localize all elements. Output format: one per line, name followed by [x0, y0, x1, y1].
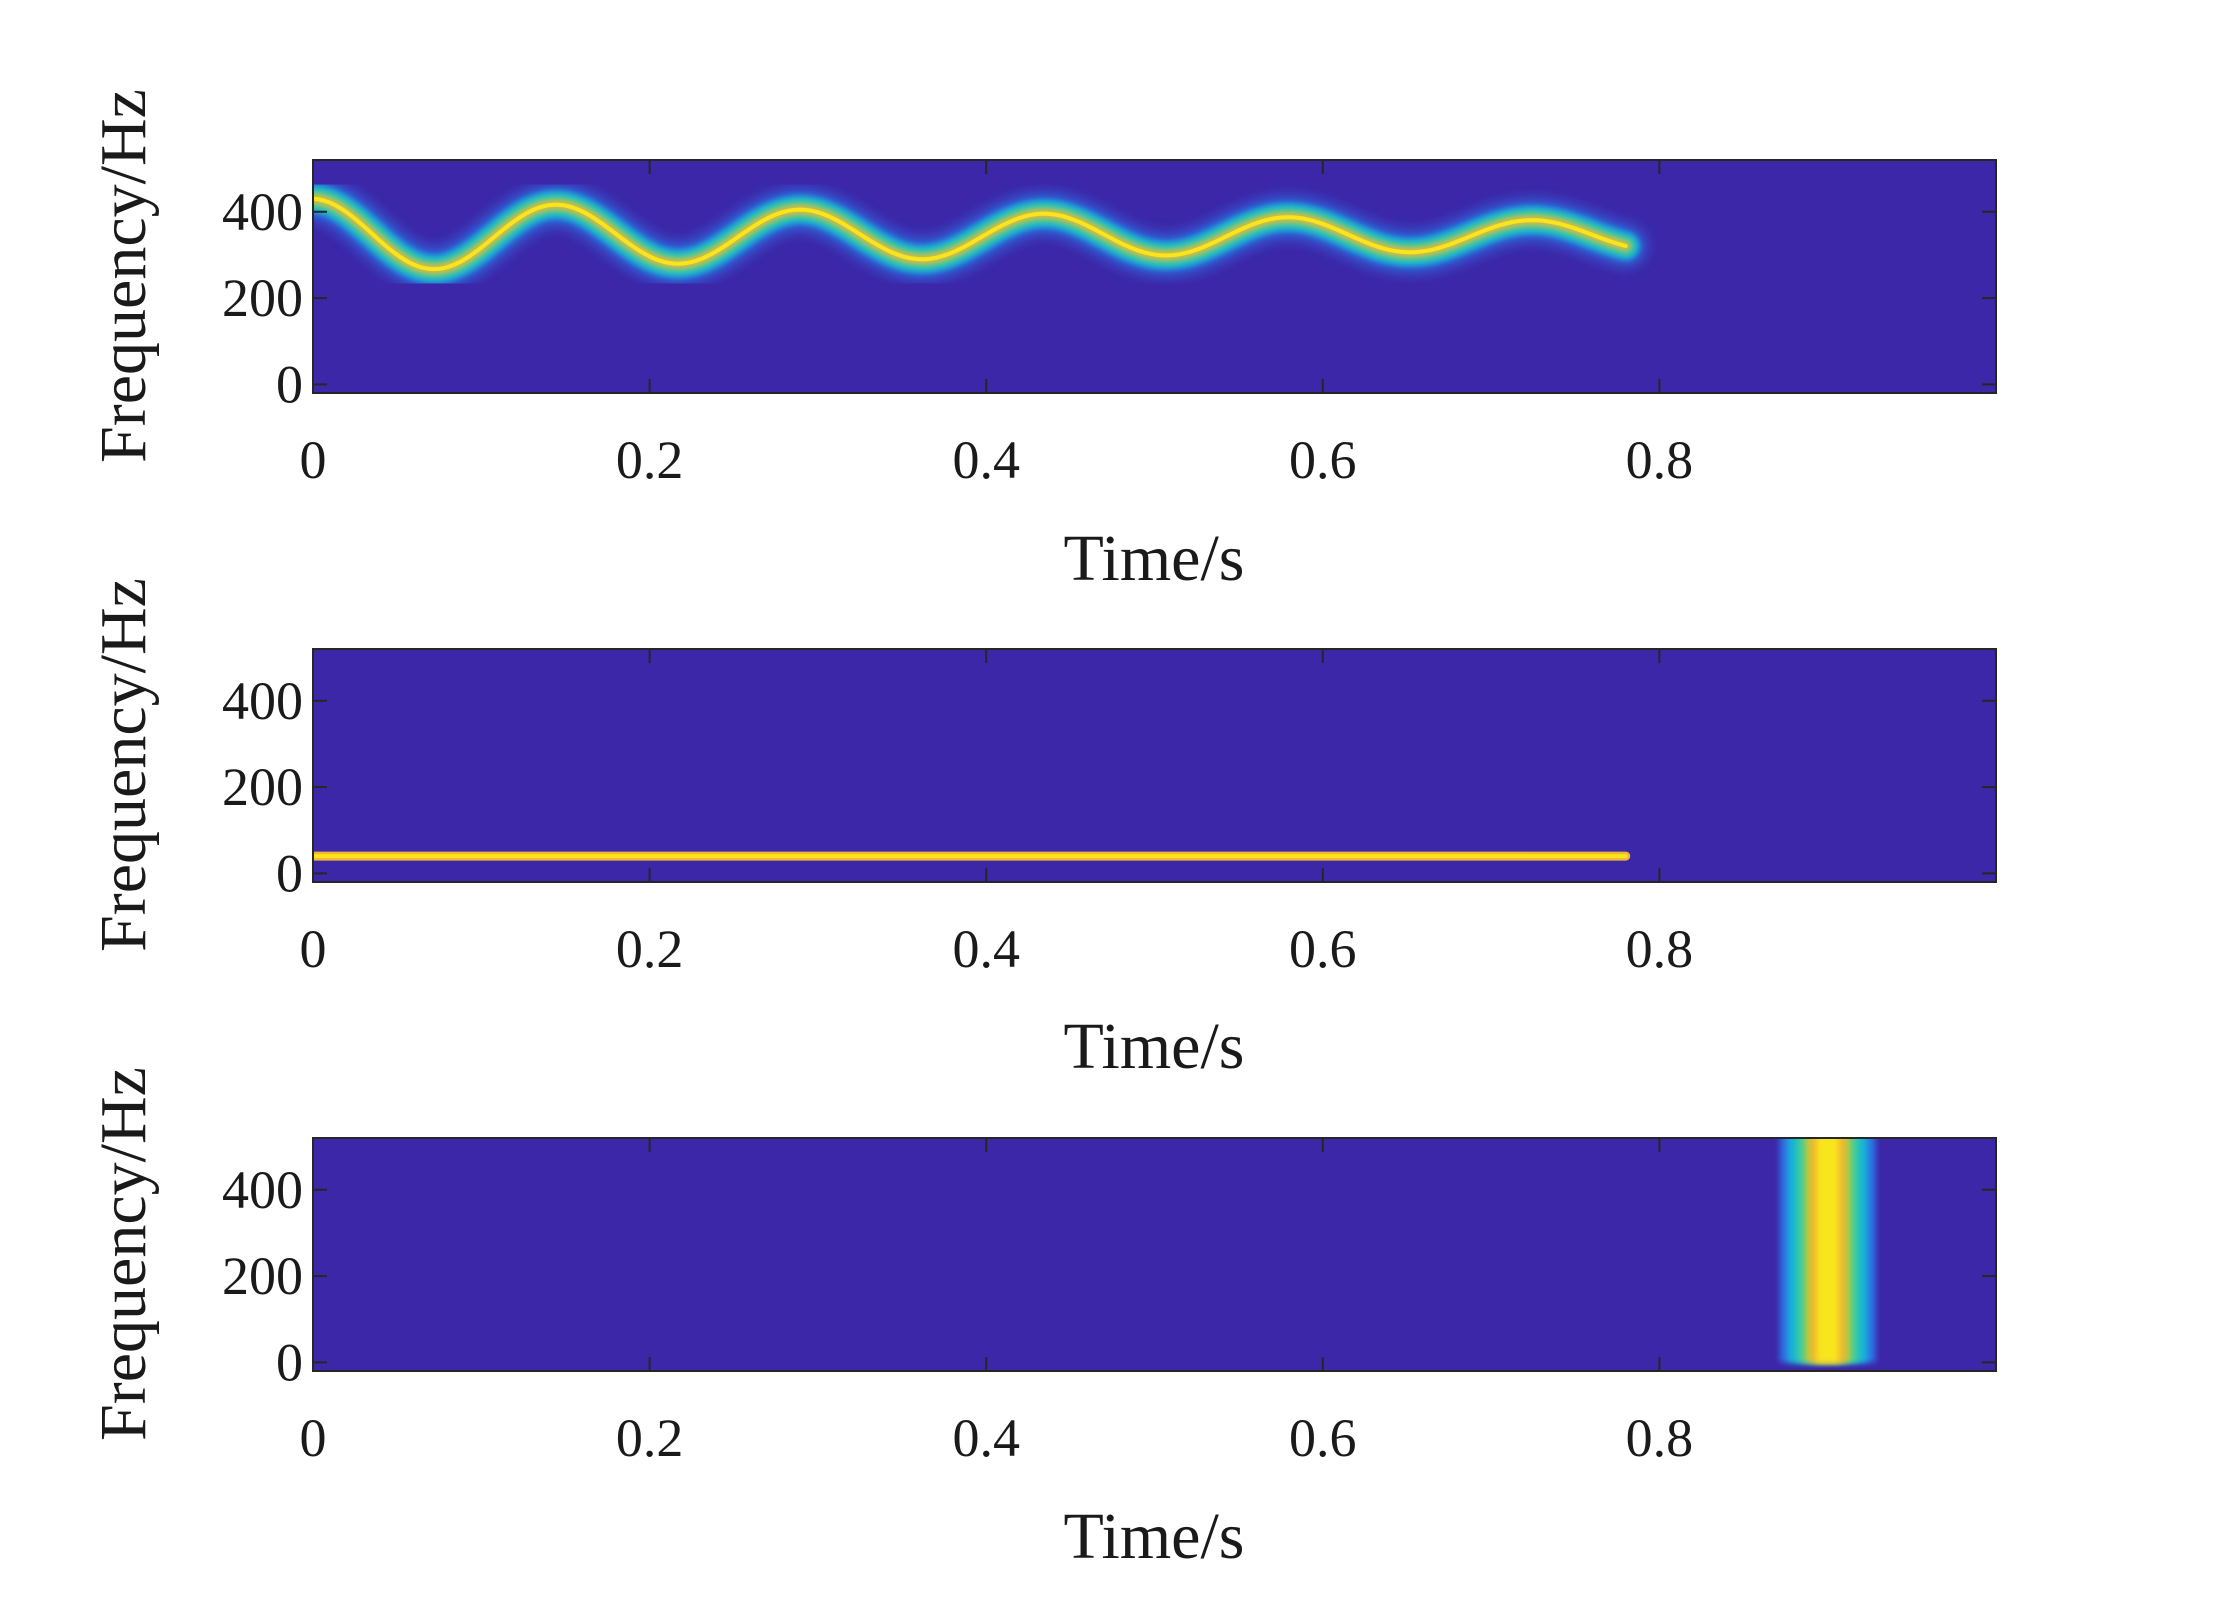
x-tick-label: 0.4: [952, 919, 1020, 979]
x-tick-label: 0: [300, 919, 327, 979]
ridge-layer-5: [1816, 1138, 1839, 1363]
x-tick-label: 0.6: [1289, 1408, 1357, 1468]
axes-frame: [312, 1137, 1997, 1372]
x-tick-label: 0.4: [952, 1408, 1020, 1468]
y-ticks: 0 200 400: [222, 671, 1996, 903]
x-tick-label: 0.2: [616, 1408, 684, 1468]
y-tick-label: 400: [222, 182, 303, 242]
y-ticks: 0 200 400: [222, 1160, 1996, 1392]
spectrogram-panel-3: 0 0.2 0.4 0.6 0.8 0 200 400 Time/s Frequency/H…: [87, 1067, 1997, 1573]
y-tick-label: 400: [222, 1160, 303, 1220]
x-tick-label: 0.6: [1289, 919, 1357, 979]
y-axis-title: Frequency/Hz: [87, 1067, 160, 1441]
x-ticks: 0 0.2 0.4 0.6 0.8: [300, 649, 1694, 979]
x-tick-label: 0: [300, 430, 327, 490]
y-ticks: 0 200 400: [222, 182, 1996, 414]
x-tick-label: 0.2: [616, 430, 684, 490]
plot-area: [313, 1138, 1996, 1371]
y-tick-label: 200: [222, 1246, 303, 1306]
y-axis-title: Frequency/Hz: [87, 578, 160, 952]
y-tick-label: 200: [222, 268, 303, 328]
axes-frame: [312, 159, 1997, 394]
x-tick-label: 0: [300, 1408, 327, 1468]
plot-area: [313, 160, 1996, 393]
ridge-layer-4: [313, 196, 1628, 272]
x-tick-label: 0.8: [1626, 1408, 1694, 1468]
axes-frame: [312, 648, 1997, 883]
x-axis-title: Time/s: [1064, 1500, 1245, 1573]
x-axis-title: Time/s: [1064, 1010, 1245, 1083]
plot-area: [313, 649, 1996, 882]
y-tick-label: 200: [222, 757, 303, 817]
y-tick-label: 0: [276, 1332, 303, 1392]
y-axis-title: Frequency/Hz: [87, 89, 160, 463]
spectrogram-panel-2: 0 0.2 0.4 0.6 0.8 0 200 400 Time/s Frequency/H…: [87, 578, 1997, 1083]
plot-background: [313, 1138, 1996, 1371]
x-ticks: 0 0.2 0.4 0.6 0.8: [300, 160, 1694, 490]
y-tick-label: 0: [276, 354, 303, 414]
x-tick-label: 0.8: [1626, 430, 1694, 490]
x-axis-title: Time/s: [1064, 522, 1245, 595]
x-ticks: 0 0.2 0.4 0.6 0.8: [300, 1138, 1694, 1468]
x-tick-label: 0.8: [1626, 919, 1694, 979]
x-tick-label: 0.4: [952, 430, 1020, 490]
y-tick-label: 400: [222, 671, 303, 731]
energy-ridge: [313, 178, 1646, 290]
x-tick-label: 0.2: [616, 919, 684, 979]
energy-ridge: [1779, 1138, 1876, 1363]
y-tick-label: 0: [276, 843, 303, 903]
spectrogram-panel-1: 0 0.2 0.4 0.6 0.8 0 200 400 Time/s Frequency/H…: [87, 89, 1997, 595]
x-tick-label: 0.6: [1289, 430, 1357, 490]
